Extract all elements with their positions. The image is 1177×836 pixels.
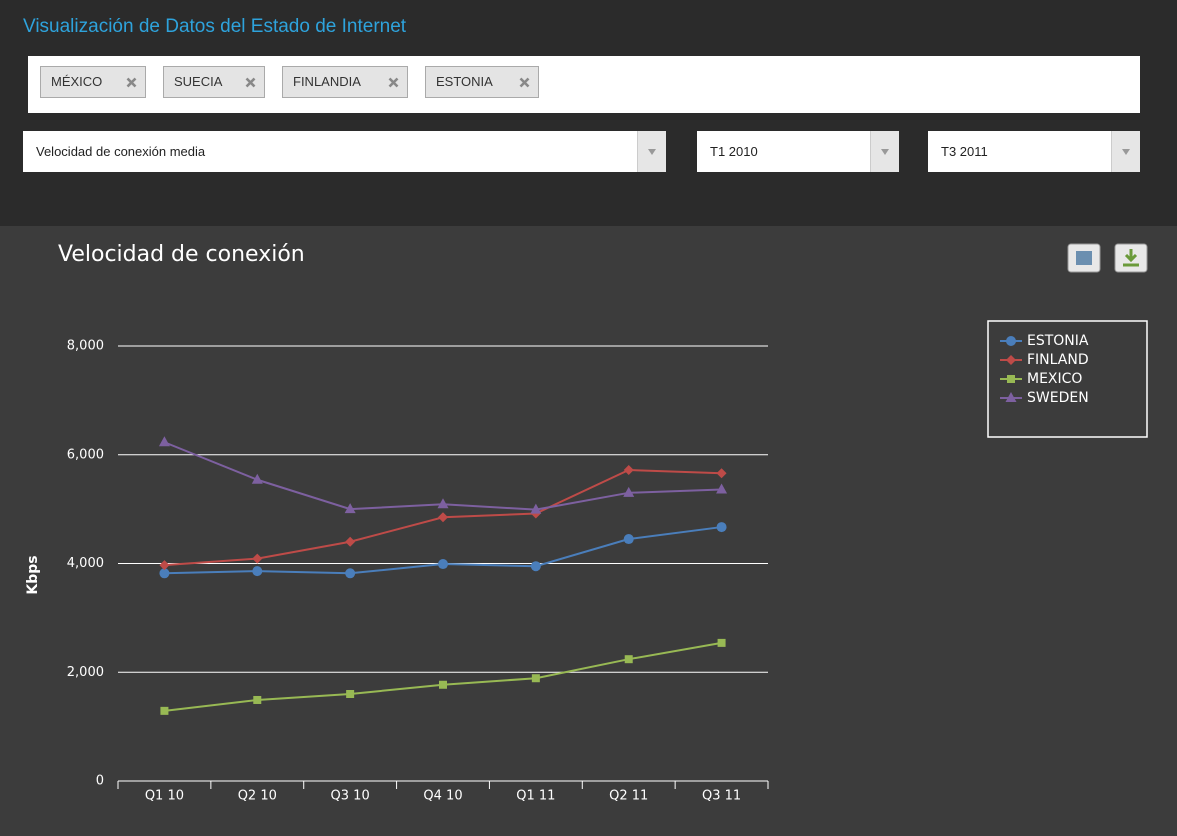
point bbox=[252, 553, 263, 564]
point bbox=[438, 512, 448, 523]
point bbox=[624, 655, 633, 664]
metric-value: Velocidad de conexión media bbox=[36, 144, 206, 159]
x-tick-label: Q1 11 bbox=[516, 789, 555, 804]
remove-tag[interactable] bbox=[388, 77, 399, 88]
from-value: T1 2010 bbox=[710, 144, 758, 159]
x-tick-label: Q1 10 bbox=[145, 789, 184, 804]
print-button[interactable] bbox=[1067, 243, 1101, 273]
point bbox=[159, 568, 170, 579]
to-select[interactable]: T3 2011 bbox=[928, 131, 1140, 172]
legend-label: FINLAND bbox=[1027, 352, 1089, 368]
tag-label: FINLANDIA bbox=[293, 74, 361, 89]
y-tick-label: 4,000 bbox=[67, 556, 104, 571]
point bbox=[623, 486, 635, 497]
point bbox=[251, 473, 263, 484]
y-axis-label: Kbps bbox=[25, 555, 41, 594]
point bbox=[1006, 355, 1016, 365]
y-tick-label: 6,000 bbox=[67, 447, 104, 462]
x-tick-label: Q2 11 bbox=[609, 789, 648, 804]
point bbox=[158, 436, 170, 447]
point bbox=[252, 566, 263, 577]
x-tick-label: Q2 10 bbox=[238, 789, 277, 804]
country-tag[interactable]: FINLANDIA bbox=[282, 66, 408, 98]
series-line bbox=[164, 641, 722, 712]
country-tag[interactable]: SUECIA bbox=[163, 66, 265, 98]
point bbox=[531, 674, 540, 683]
legend-label: MEXICO bbox=[1027, 371, 1082, 387]
point bbox=[345, 536, 356, 547]
legend-label: ESTONIA bbox=[1027, 333, 1089, 349]
point bbox=[716, 522, 727, 533]
download-button[interactable] bbox=[1114, 243, 1148, 273]
country-tag[interactable]: ESTONIA bbox=[425, 66, 539, 98]
point bbox=[345, 568, 356, 579]
remove-tag[interactable] bbox=[519, 77, 530, 88]
y-tick-label: 8,000 bbox=[67, 339, 104, 354]
remove-tag[interactable] bbox=[245, 77, 256, 88]
metric-select[interactable]: Velocidad de conexión media bbox=[23, 131, 666, 172]
point bbox=[1007, 375, 1015, 383]
point bbox=[623, 534, 634, 545]
y-tick-label: 0 bbox=[96, 774, 104, 789]
point bbox=[717, 638, 726, 647]
point bbox=[253, 695, 262, 704]
point bbox=[439, 680, 447, 689]
legend-label: SWEDEN bbox=[1027, 390, 1089, 406]
country-tag[interactable]: MÉXICO bbox=[40, 66, 146, 98]
y-tick-label: 2,000 bbox=[67, 665, 104, 680]
control-panel: Visualización de Datos del Estado de Int… bbox=[0, 0, 1177, 226]
point bbox=[344, 503, 356, 514]
point bbox=[716, 468, 727, 479]
point bbox=[160, 706, 169, 715]
x-tick-label: Q4 10 bbox=[423, 789, 462, 804]
remove-tag[interactable] bbox=[126, 77, 137, 88]
point bbox=[346, 690, 355, 698]
chart-title: Velocidad de conexión bbox=[58, 242, 305, 267]
from-select[interactable]: T1 2010 bbox=[697, 131, 899, 172]
tag-input[interactable]: MÉXICO SUECIA FINLANDIA ESTONIA bbox=[28, 56, 1140, 113]
point bbox=[1005, 392, 1017, 402]
to-value: T3 2011 bbox=[941, 144, 988, 159]
tag-label: MÉXICO bbox=[51, 74, 103, 89]
point bbox=[437, 498, 449, 509]
point bbox=[159, 560, 170, 571]
tag-label: SUECIA bbox=[174, 74, 223, 89]
point bbox=[623, 464, 634, 475]
x-tick-label: Q3 11 bbox=[702, 789, 741, 804]
point bbox=[530, 561, 541, 572]
tag-label: ESTONIA bbox=[436, 74, 493, 89]
point bbox=[438, 559, 448, 570]
page-title: Visualización de Datos del Estado de Int… bbox=[23, 16, 407, 37]
legend-box bbox=[987, 320, 1148, 438]
x-tick-label: Q3 10 bbox=[331, 789, 370, 804]
point bbox=[530, 503, 542, 514]
point bbox=[716, 483, 728, 494]
point bbox=[1006, 336, 1016, 346]
